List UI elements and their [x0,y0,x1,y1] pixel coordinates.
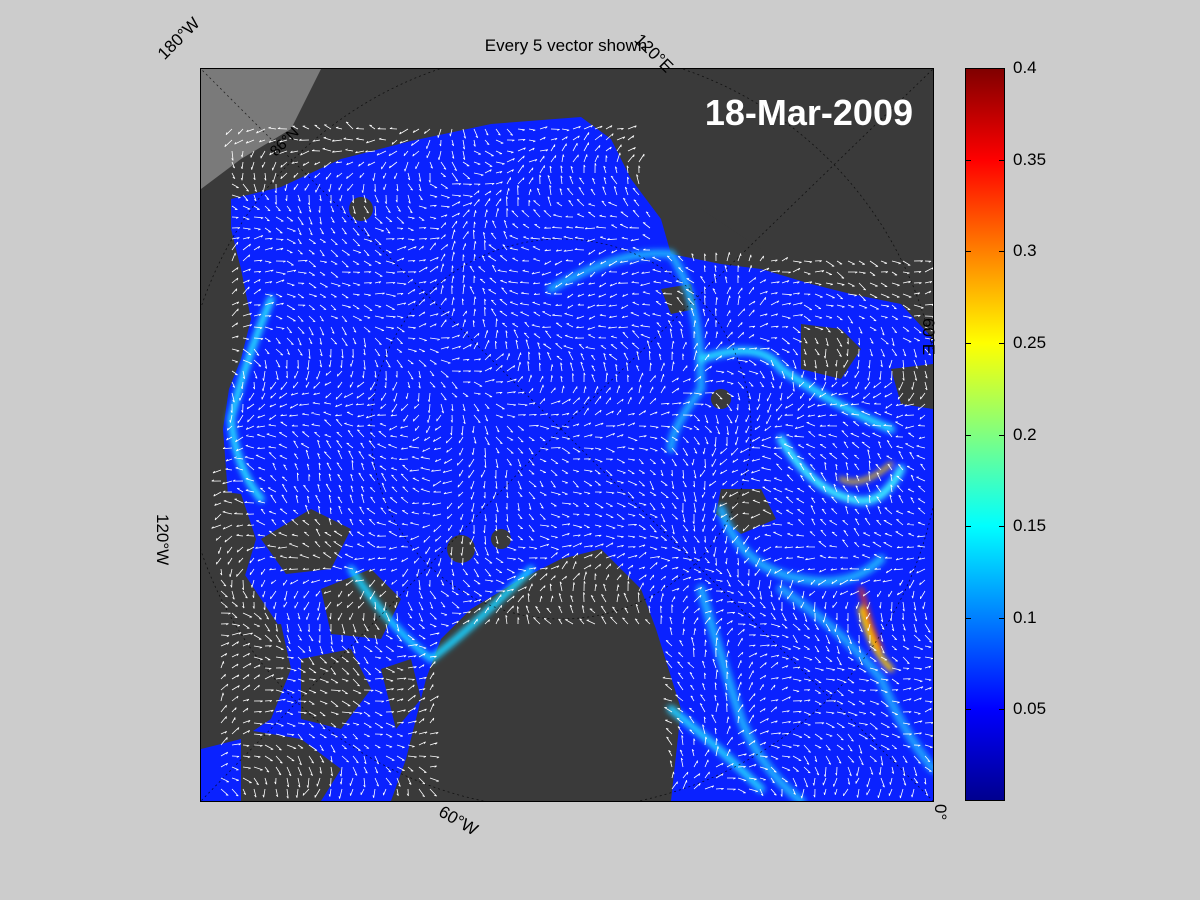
greenland [416,574,671,801]
map-panel: 18-Mar-2009 86°N [200,68,934,802]
colorbar-tick-label: 0.35 [1013,149,1047,169]
colorbar-tick-mark [999,342,1005,344]
colorbar-tick-label: 0.3 [1013,241,1037,261]
colorbar-tick-mark [999,526,1005,528]
colorbar-tick-mark [965,434,971,436]
colorbar-tick-mark [999,251,1005,253]
colorbar-tick-label: 0.1 [1013,607,1037,627]
colorbar-tick-mark [999,68,1005,69]
land-shade [201,69,321,189]
colorbar-tick-label: 0.05 [1013,699,1047,719]
label-60w: 60°W [435,802,482,840]
colorbar-tick-label: 0.15 [1013,516,1047,536]
colorbar-tick-mark [965,617,971,619]
colorbar-tick-mark [999,709,1005,711]
colorbar-tick-mark [999,434,1005,436]
colorbar-tick-label: 0.4 [1013,58,1037,77]
label-180w: 180°W [153,13,204,64]
colorbar-tick-mark [999,617,1005,619]
vector-arrows [211,121,933,799]
label-120w: 120°W [153,514,172,566]
colorbar-tick-label: 0.25 [1013,332,1047,352]
colorbar-tick-mark [965,68,971,69]
colorbar-tick-mark [965,251,971,253]
colorbar-tick-mark [965,526,971,528]
colorbar-tick-mark [965,159,971,161]
archipelago [201,489,511,801]
graticule [201,69,933,801]
label-60e: 60°E [919,318,938,356]
label-0: 0° [931,804,950,821]
date-label: 18-Mar-2009 [705,92,913,133]
colorbar [965,68,1005,801]
drift-vectors [211,121,933,799]
colorbar-tick-mark [965,342,971,344]
ice-drift-map: 18-Mar-2009 86°N [201,69,933,801]
colorbar-tick-label: 0.2 [1013,424,1037,444]
map-title: Every 5 vector shown [484,36,648,55]
colorbar-tick-mark [965,709,971,711]
colorbar-tick-mark [999,159,1005,161]
